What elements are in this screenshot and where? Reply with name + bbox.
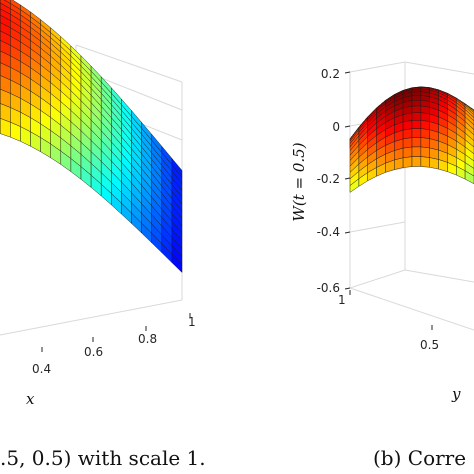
right-surface-mesh-cell [402, 128, 413, 140]
right-surface-mesh-cell [411, 99, 422, 107]
left-caption: .5, 0.5) with scale 1. [0, 446, 206, 470]
right-y-tick-1: 1 [338, 293, 346, 307]
right-surface-mesh-cell [411, 112, 422, 121]
right-surface-mesh-cell [402, 146, 413, 159]
left-x-tick-4: 1 [188, 315, 196, 329]
right-surface-mesh-cell [411, 156, 422, 167]
right-surface-mesh-cell [411, 120, 422, 129]
right-surface-mesh-cell [464, 112, 474, 126]
right-z-tick-1: 0.2 [321, 67, 340, 81]
left-x-tick-3: 0.8 [138, 332, 157, 346]
right-surface-mesh-cell [402, 156, 413, 168]
right-z-tick-4: -0.4 [317, 225, 340, 239]
right-surface-mesh-cell [429, 157, 439, 170]
right-surface-mesh-cell [464, 104, 474, 116]
right-surface-mesh-cell [411, 91, 422, 96]
right-surface-mesh-cell [411, 105, 422, 114]
left-surface-mesh-cell [171, 253, 183, 274]
right-surface-mesh-cell [420, 146, 430, 158]
right-z-tick-2: 0 [332, 120, 340, 134]
right-y-ticks [349, 290, 433, 330]
left-x-axis-label: x [26, 390, 35, 408]
right-surface-mesh-cell [464, 108, 474, 122]
right-surface-mesh-cell [464, 162, 474, 177]
right-surface-mesh-cell [464, 126, 474, 142]
left-x-tick-2: 0.6 [84, 345, 103, 359]
right-surface-mesh-cell [464, 116, 474, 131]
right-surface-mesh-cell [464, 106, 474, 118]
right-surface-mesh-cell [411, 137, 422, 148]
right-surface-mesh-cell [464, 132, 474, 148]
right-surface-mesh-cell [411, 95, 422, 101]
right-surface-mesh-cell [420, 120, 430, 131]
right-surface-plot [349, 86, 474, 193]
right-surface-mesh-cell [411, 128, 422, 138]
right-z-ticks [344, 71, 351, 290]
right-surface-mesh-cell [464, 170, 474, 185]
right-surface-mesh-cell [411, 146, 422, 157]
right-surface-mesh-cell [420, 128, 430, 139]
right-z-tick-3: -0.2 [317, 172, 340, 186]
left-x-tick-1: 0.4 [32, 362, 51, 376]
right-surface-mesh-cell [420, 156, 430, 168]
right-y-tick-2: 0.5 [420, 338, 439, 352]
right-z-tick-5: -0.6 [317, 281, 340, 295]
right-surface-mesh-cell [420, 112, 430, 122]
right-y-axis-label: y [451, 385, 461, 403]
right-axes-box [349, 61, 474, 331]
left-x-ticks [41, 313, 191, 352]
right-surface-mesh-cell [464, 139, 474, 155]
right-surface-mesh-cell [464, 120, 474, 136]
left-surface-plot [0, 0, 183, 274]
right-surface-mesh-cell [402, 137, 413, 149]
right-caption: (b) Corre [373, 446, 466, 470]
right-surface-mesh-cell [464, 154, 474, 169]
right-surface-mesh-cell [420, 137, 430, 149]
right-surface-mesh-cell [394, 157, 404, 170]
right-surface-mesh-cell [464, 146, 474, 162]
right-z-axis-label: W(t = 0.5) [290, 142, 308, 221]
